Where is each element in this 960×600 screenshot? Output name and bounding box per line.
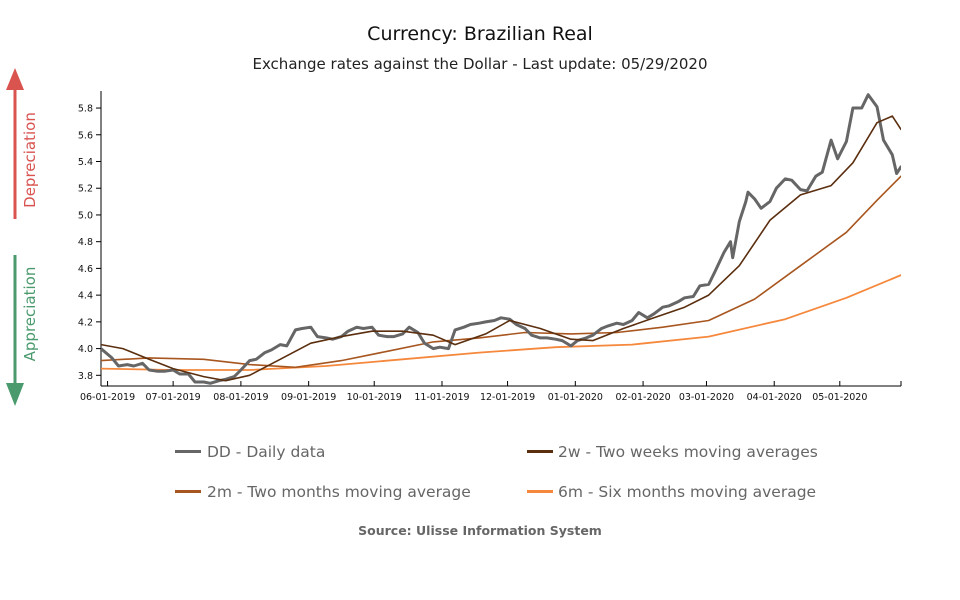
legend-swatch-2w: [527, 450, 553, 453]
series-layer: [101, 93, 901, 385]
legend-swatch-6m: [527, 490, 553, 493]
x-tick-label: 03-01-2020: [679, 392, 734, 403]
series-line-2w: [101, 115, 901, 382]
source-note: Source: Ulisse Information System: [358, 523, 602, 538]
series-line-6m: [101, 274, 901, 371]
legend-item-2m[interactable]: 2m - Two months moving average: [175, 483, 471, 501]
depreciation-annotation: Depreciation: [6, 68, 39, 219]
legend-item-6m[interactable]: 6m - Six months moving average: [527, 483, 816, 501]
x-tick-label: 06-01-2019: [80, 392, 135, 403]
x-tick-label: 09-01-2019: [281, 392, 336, 403]
x-tick-label: 07-01-2019: [146, 392, 201, 403]
x-tick-label: 04-01-2020: [747, 392, 802, 403]
depreciation-arrow-shaft: [13, 88, 17, 219]
appreciation-arrow-shaft: [13, 255, 17, 385]
legend-label-dd: DD - Daily data: [207, 443, 325, 461]
appreciation-label: Appreciation: [21, 267, 39, 362]
y-tick-label: 4.6: [78, 264, 93, 275]
y-tick-label: 5.4: [78, 157, 93, 168]
legend-swatch-2m: [175, 490, 201, 493]
y-ticks: 3.8 4.0 4.2 4.4 4.6 4.8 5.0 5.2 5.4 5.6 5.8: [78, 104, 101, 382]
depreciation-label: Depreciation: [21, 112, 39, 208]
appreciation-annotation: Appreciation: [6, 255, 39, 406]
chart-subtitle: Exchange rates against the Dollar - Last…: [252, 55, 707, 73]
legend: DD - Daily data 2w - Two weeks moving av…: [175, 443, 818, 501]
y-tick-label: 5.0: [78, 210, 93, 221]
legend-label-2w: 2w - Two weeks moving averages: [558, 443, 818, 461]
arrow-down-icon: [6, 383, 24, 406]
legend-item-dd[interactable]: DD - Daily data: [175, 443, 325, 461]
arrow-up-icon: [6, 68, 24, 90]
legend-swatch-dd: [175, 450, 201, 453]
x-tick-label: 08-01-2019: [213, 392, 268, 403]
x-tick-label: 01-01-2020: [548, 392, 603, 403]
chart-title: Currency: Brazilian Real: [367, 23, 593, 45]
y-tick-label: 4.4: [78, 291, 93, 302]
legend-label-6m: 6m - Six months moving average: [558, 483, 816, 501]
x-tick-label: 11-01-2019: [414, 392, 469, 403]
x-tick-label: 12-01-2019: [480, 392, 535, 403]
series-line-dd: [101, 93, 901, 385]
x-tick-label: 05-01-2020: [812, 392, 867, 403]
x-ticks: 06-01-2019 07-01-2019 08-01-2019 09-01-2019…: [80, 381, 867, 403]
x-tick-label: 02-01-2020: [615, 392, 670, 403]
y-tick-label: 5.2: [78, 184, 93, 195]
series-line-2m: [101, 175, 901, 369]
y-tick-label: 4.8: [78, 237, 93, 248]
legend-label-2m: 2m - Two months moving average: [207, 483, 471, 501]
y-tick-label: 5.8: [78, 104, 93, 115]
y-tick-label: 5.6: [78, 130, 93, 141]
legend-item-2w[interactable]: 2w - Two weeks moving averages: [527, 443, 818, 461]
axes: 3.8 4.0 4.2 4.4 4.6 4.8 5.0 5.2 5.4 5.6 5.8 06-01-…: [78, 91, 902, 403]
x-tick-label: 10-01-2019: [347, 392, 402, 403]
y-tick-label: 3.8: [78, 371, 93, 382]
y-tick-label: 4.0: [78, 344, 93, 355]
y-tick-label: 4.2: [78, 317, 93, 328]
